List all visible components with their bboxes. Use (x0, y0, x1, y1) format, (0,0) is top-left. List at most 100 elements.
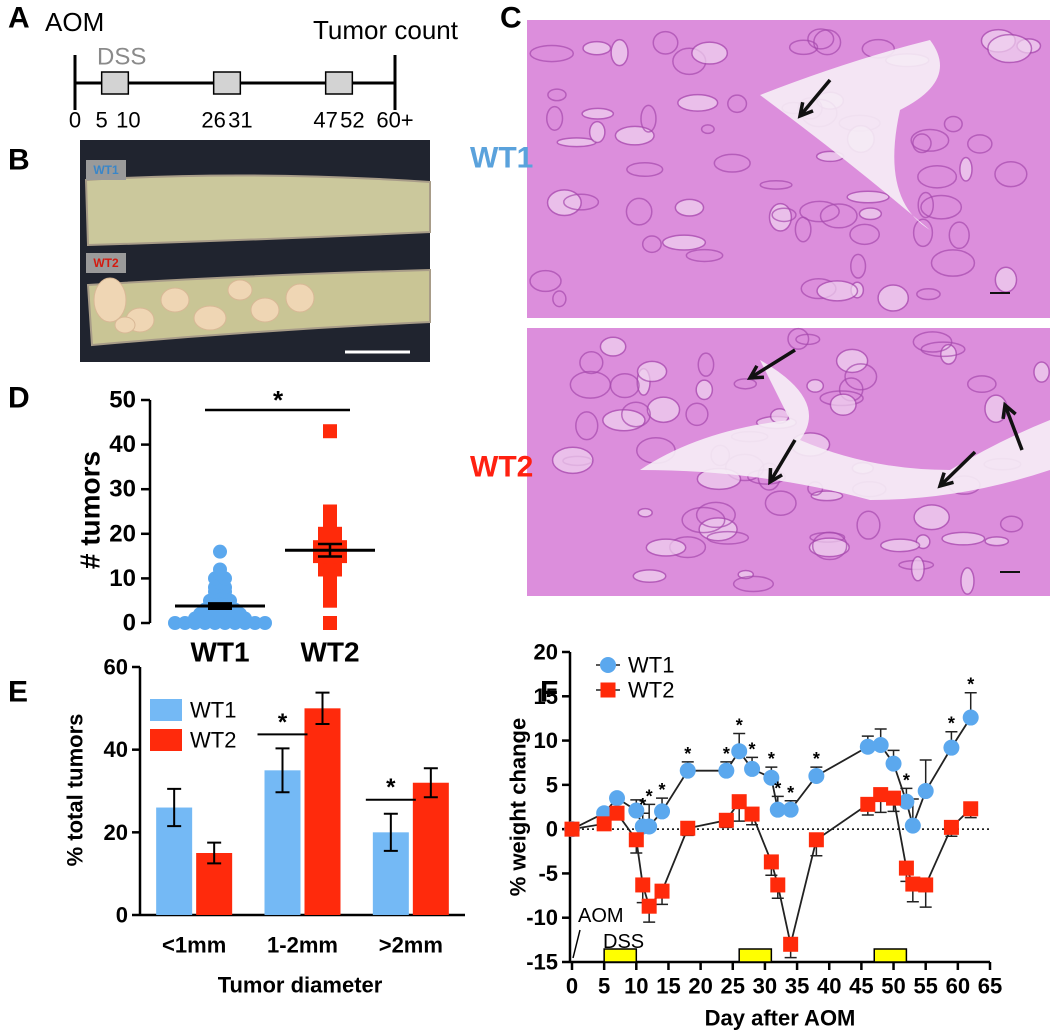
data-point (679, 762, 696, 779)
data-point (654, 803, 671, 820)
significance-label: * (639, 795, 646, 815)
y-tick-label: 60 (104, 655, 128, 680)
tissue-texture (808, 537, 850, 558)
x-tick-label: 5 (598, 974, 610, 999)
panel-label: F (540, 676, 558, 709)
tissue-texture (816, 280, 859, 302)
data-point (860, 796, 876, 812)
tissue-texture (810, 490, 844, 502)
significance-label: * (278, 709, 288, 736)
tissue-texture (609, 372, 640, 399)
dss-period (873, 948, 908, 963)
annotation: AOM (578, 905, 624, 927)
tissue-texture (529, 44, 575, 63)
x-tick-label: 55 (913, 974, 937, 999)
tissue-texture (916, 288, 941, 301)
timeline-tick-label: 47 (313, 108, 337, 133)
tissue-texture (632, 569, 667, 584)
x-axis-label: Day after AOM (705, 1006, 856, 1031)
data-point (628, 832, 644, 848)
colon-tube (84, 174, 431, 247)
photo-tag (86, 253, 126, 273)
tissue-texture (625, 197, 653, 226)
data-point (872, 737, 889, 753)
bar (412, 782, 449, 915)
data-point (609, 790, 626, 807)
arrow (1003, 404, 1024, 451)
data-point (323, 593, 337, 608)
y-tick-label: 50 (109, 387, 136, 414)
x-tick-label: 40 (817, 974, 841, 999)
data-point (718, 812, 734, 828)
data-point (213, 562, 227, 577)
x-axis-label: Tumor diameter (218, 973, 383, 998)
dss-box (212, 71, 242, 95)
tissue-texture (641, 235, 662, 254)
timeline-tick-label: 10 (116, 108, 140, 133)
significance-label: * (903, 770, 910, 790)
tumor-nodule (285, 283, 315, 313)
x-tick-label: WT1 (190, 637, 249, 668)
tissue-texture (599, 336, 627, 357)
panel-label: C (500, 2, 522, 35)
data-point (873, 787, 889, 803)
tissue-texture (910, 555, 925, 582)
data-point (654, 883, 670, 899)
data-point (808, 832, 824, 848)
lumen (640, 360, 1050, 500)
significance-label: * (948, 714, 955, 734)
data-point (213, 544, 227, 559)
tissue-texture (912, 218, 934, 248)
error-bar (383, 812, 398, 852)
significance-label: * (813, 749, 820, 769)
data-point (258, 616, 272, 630)
tissue-texture (960, 567, 975, 595)
timeline-tick-label: 31 (228, 108, 252, 133)
data-point (962, 709, 979, 726)
tissue-texture (551, 446, 594, 475)
tissue-texture (645, 538, 687, 557)
histology-label: WT2 (470, 451, 533, 484)
arrow (938, 450, 977, 488)
legend-swatch (150, 729, 182, 751)
tissue-texture (691, 41, 729, 65)
tissue-texture (850, 253, 867, 279)
tissue-texture (856, 510, 881, 540)
data-point (763, 854, 779, 870)
data-point (885, 755, 902, 772)
tissue-texture (844, 363, 878, 391)
dss-period (738, 948, 773, 963)
y-tick-label: -15 (526, 950, 558, 975)
data-point (763, 769, 780, 786)
significance-label: * (273, 385, 284, 415)
arrow-head (797, 101, 814, 119)
tissue-texture (829, 393, 857, 416)
tissue-texture (552, 290, 567, 308)
legend-swatch (150, 699, 182, 721)
error-bar (275, 747, 290, 794)
dss-label: DSS (97, 44, 146, 71)
tissue-texture (727, 94, 748, 114)
tissue-texture (948, 221, 970, 250)
tissue-texture (581, 107, 615, 120)
tissue-texture (967, 134, 993, 154)
lumen (760, 40, 940, 230)
tissue-texture (941, 531, 986, 546)
data-point (168, 616, 182, 630)
photo-label: WT1 (93, 163, 119, 177)
x-tick-label: 25 (721, 974, 745, 999)
tissue-texture (920, 194, 963, 220)
tumor-nodule (160, 287, 190, 313)
tissue-texture (984, 536, 1010, 547)
tissue-texture (943, 115, 963, 133)
data-point (641, 818, 658, 835)
photo-tag (86, 160, 126, 180)
data-point (323, 616, 337, 630)
timeline-start-label: AOM (45, 7, 104, 37)
x-tick-label: 45 (849, 974, 873, 999)
tissue-texture (994, 266, 1018, 293)
data-point (744, 806, 760, 822)
timeline-tick-label: 60+ (376, 108, 413, 133)
tissue-texture (652, 30, 679, 55)
